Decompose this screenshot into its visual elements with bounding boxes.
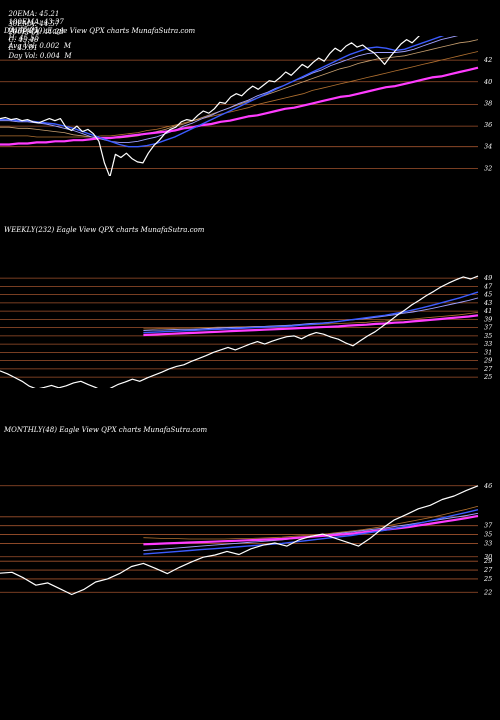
weekly-tick-label: 25: [483, 373, 492, 381]
weekly-tick-label: 49: [483, 274, 492, 282]
monthly-ema30-line: [143, 512, 479, 551]
daily-tick-label: 32: [484, 164, 492, 172]
weekly-tick-label: 39: [484, 315, 492, 323]
high-readout: H: 45.55: [8, 34, 40, 42]
daily-chart: 45424038363432: [0, 36, 492, 176]
weekly-tick-label: 41: [483, 307, 492, 315]
monthly-tick-label: 33: [484, 539, 492, 547]
weekly-tick-label: 33: [484, 340, 492, 348]
weekly-panel-label: WEEKLY(232) Eagle View QPX charts Munafa…: [4, 226, 205, 234]
day-vol-readout: Day Vol: 0.004 M: [8, 52, 72, 60]
daily-ema200-line: [0, 66, 479, 146]
daily-tick-label: 36: [484, 121, 492, 129]
close-readout: C: 45.46: [8, 36, 39, 44]
weekly-ema30-line: [143, 297, 479, 331]
daily-price-line: [0, 36, 420, 176]
monthly-ema100-line: [143, 505, 479, 540]
weekly-ema200-line: [143, 314, 479, 337]
monthly-ema20-line: [143, 509, 479, 555]
monthly-tick-label: 27: [483, 566, 493, 574]
monthly-tick-label: 35: [484, 531, 492, 539]
daily-ema20-line: [0, 36, 445, 148]
daily-tick-label: 42: [483, 56, 492, 64]
weekly-ema20-line: [143, 291, 479, 334]
weekly-price-line: [0, 275, 479, 388]
ema20-readout: 20EMA: 45.21: [8, 10, 60, 18]
ema30-readout: 30EMA: 44.57: [8, 20, 60, 28]
ema100-readout: 100EMA: 43.37: [8, 18, 64, 26]
weekly-tick-label: 43: [483, 299, 492, 307]
ema200-readout: 200EMA: 41.28: [8, 28, 64, 36]
weekly-tick-label: 29: [483, 357, 492, 365]
weekly-tick-label: 45: [483, 291, 492, 299]
avg-vol-readout: Avg Vol: 0.002 M: [8, 42, 71, 50]
daily-ema50-line: [0, 39, 479, 139]
daily-ema100-line: [0, 51, 479, 138]
weekly-tick-label: 27: [483, 365, 493, 373]
monthly-price-line: [0, 485, 479, 596]
daily-ema30-line: [0, 36, 459, 143]
weekly-tick-label: 31: [484, 348, 492, 356]
weekly-tick-label: 35: [484, 332, 492, 340]
header-row-2: 30EMA: 44.57 200EMA: 41.28 C: 45.46 L: 4…: [4, 12, 72, 60]
daily-panel-label: DAILY(250) Eagle View QPX charts MunafaS…: [4, 27, 196, 35]
daily-tick-label: 34: [484, 143, 492, 151]
daily-tick-label: 38: [484, 99, 492, 107]
weekly-tick-label: 37: [484, 324, 493, 332]
monthly-tick-label: 29: [483, 557, 492, 565]
monthly-tick-label: 22: [483, 588, 492, 596]
low-readout: L: 45.01: [8, 44, 38, 52]
monthly-tick-label: 46: [483, 482, 492, 490]
monthly-panel-label: MONTHLY(48) Eagle View QPX charts Munafa…: [4, 426, 208, 434]
open-readout: O: 45.01: [8, 26, 39, 34]
monthly-tick-label: 30: [484, 553, 492, 561]
daily-tick-label: 40: [483, 78, 492, 86]
monthly-tick-label: 37: [484, 522, 493, 530]
weekly-tick-label: 47: [483, 282, 493, 290]
monthly-tick-label: 25: [483, 575, 492, 583]
header-row-1: 20EMA: 45.21 100EMA: 43.37 O: 45.01 H: 4…: [4, 2, 71, 50]
